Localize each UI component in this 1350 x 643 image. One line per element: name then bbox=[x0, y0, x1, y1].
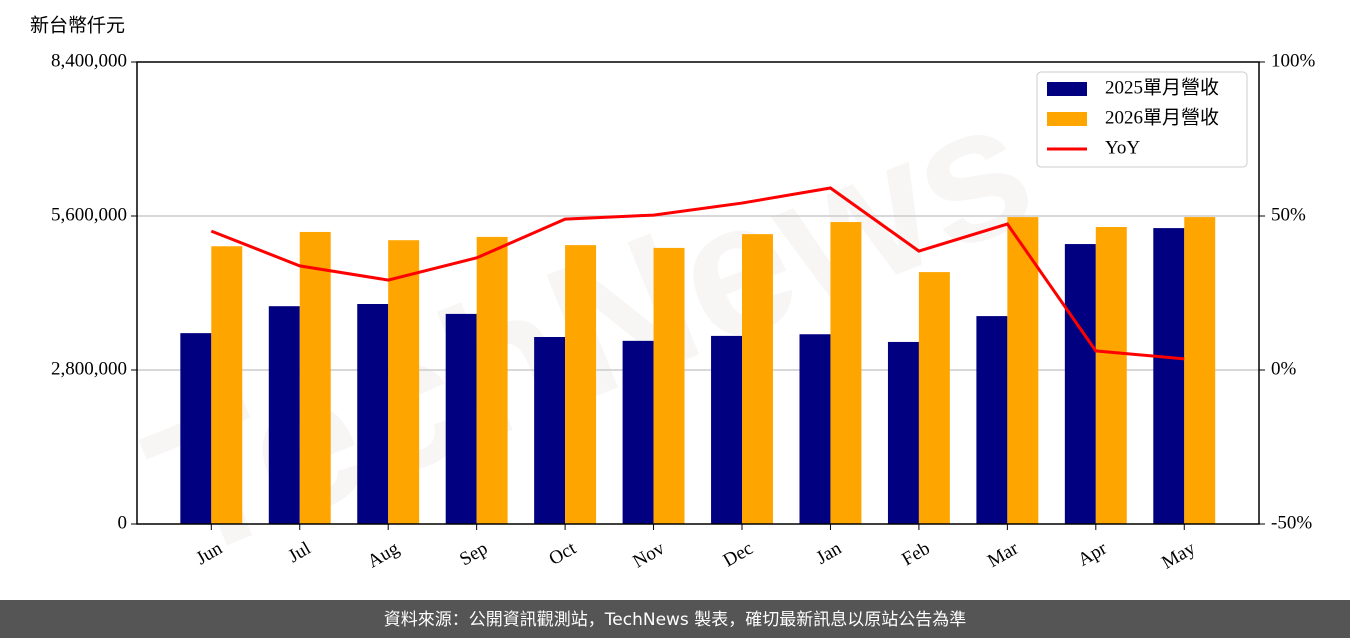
line bbox=[210, 186, 1185, 361]
legend-box bbox=[1036, 71, 1248, 168]
bar bbox=[268, 306, 300, 524]
bar bbox=[1153, 228, 1185, 524]
bar bbox=[918, 272, 950, 524]
bar bbox=[976, 316, 1008, 524]
bar bbox=[565, 245, 597, 524]
bar bbox=[1064, 244, 1096, 525]
bar bbox=[742, 234, 773, 524]
x-tick-label: Nov bbox=[629, 538, 668, 573]
bar bbox=[711, 335, 743, 524]
bar bbox=[357, 304, 389, 524]
y2-tick-label: 0% bbox=[1271, 358, 1297, 379]
y2-tick-label: -50% bbox=[1271, 512, 1312, 533]
y-tick-label: 8,400,000 bbox=[51, 50, 127, 71]
y-tick-label: 2,800,000 bbox=[51, 358, 127, 379]
bar bbox=[1184, 217, 1216, 524]
y-axis-label: 新台幣仟元 bbox=[30, 14, 125, 36]
bar bbox=[1007, 217, 1039, 524]
x-tick-label: Mar bbox=[984, 538, 1022, 572]
x-tick-label: Oct bbox=[546, 538, 581, 570]
bar bbox=[180, 333, 212, 524]
bar bbox=[799, 334, 831, 524]
x-tick-label: May bbox=[1158, 538, 1199, 574]
bar bbox=[476, 236, 508, 524]
footer-bar bbox=[0, 600, 1350, 638]
x-tick-label: Apr bbox=[1074, 538, 1111, 571]
bar bbox=[830, 222, 862, 525]
x-tick-label: Aug bbox=[364, 538, 403, 573]
bar bbox=[887, 341, 919, 524]
bar bbox=[622, 340, 654, 524]
legend-swatch bbox=[1047, 112, 1087, 126]
bar bbox=[1095, 227, 1127, 524]
legend-label: 2025單月營收 bbox=[1105, 76, 1219, 98]
y2-tick-label: 50% bbox=[1271, 204, 1306, 225]
plot-frame bbox=[136, 61, 1260, 525]
legend-swatch bbox=[1047, 82, 1087, 96]
x-tick-label: Feb bbox=[898, 538, 933, 570]
x-tick-label: Sep bbox=[456, 538, 491, 570]
y-tick-label: 5,600,000 bbox=[51, 204, 127, 225]
bar bbox=[534, 337, 566, 524]
bar bbox=[653, 247, 685, 524]
legend-label: 2026單月營收 bbox=[1105, 106, 1219, 128]
bar bbox=[445, 313, 477, 524]
y-tick-label: 0 bbox=[118, 512, 128, 533]
x-tick-label: Jan bbox=[813, 538, 846, 569]
y2-tick-label: 100% bbox=[1271, 50, 1316, 71]
x-tick-label: Dec bbox=[720, 538, 757, 571]
legend-label: YoY bbox=[1105, 137, 1140, 158]
bar bbox=[388, 240, 420, 524]
bar bbox=[299, 231, 331, 524]
bar bbox=[211, 246, 243, 524]
footer: 資料來源：公開資訊觀測站，TechNews 製表，確切最新訊息以原站公告為準 bbox=[384, 610, 966, 630]
